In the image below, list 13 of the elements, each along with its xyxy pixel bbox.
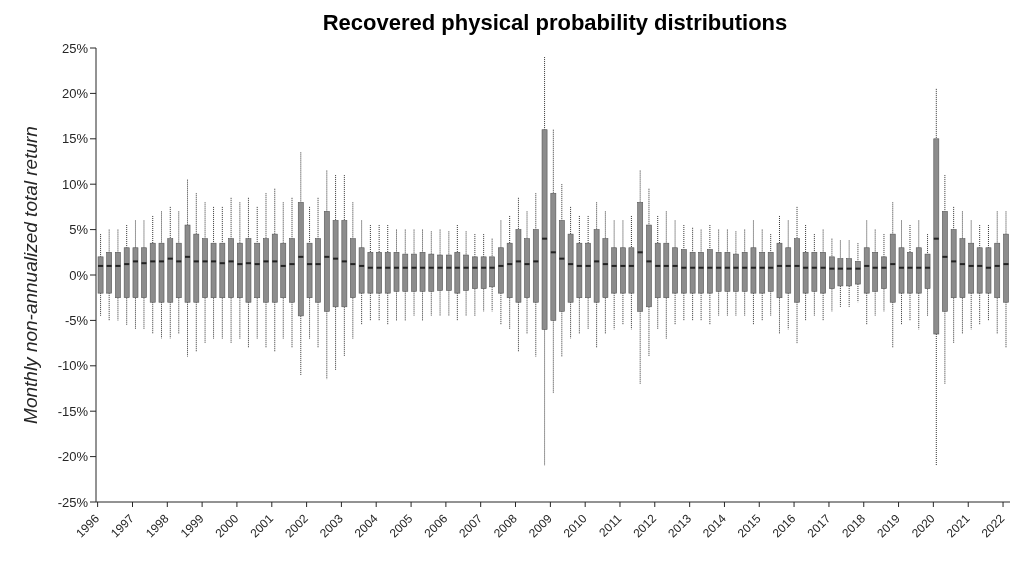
y-tick-label: -10% — [57, 358, 89, 374]
y-tick-label: 25% — [61, 40, 89, 56]
y-tick-label: 20% — [61, 86, 89, 102]
y-tick-label: -25% — [57, 494, 89, 510]
y-axis-title: Monthly non-annualized total return — [19, 126, 41, 424]
y-tick-label: 0% — [69, 267, 89, 283]
y-tick-label: 10% — [61, 176, 89, 192]
y-tick-label: -15% — [57, 403, 89, 419]
y-tick-label: 15% — [61, 131, 89, 147]
chart-title: Recovered physical probability distributions — [321, 9, 789, 37]
y-tick-label: -5% — [64, 313, 89, 329]
y-tick-label: -20% — [57, 449, 89, 465]
y-tick-label: 5% — [69, 222, 89, 238]
